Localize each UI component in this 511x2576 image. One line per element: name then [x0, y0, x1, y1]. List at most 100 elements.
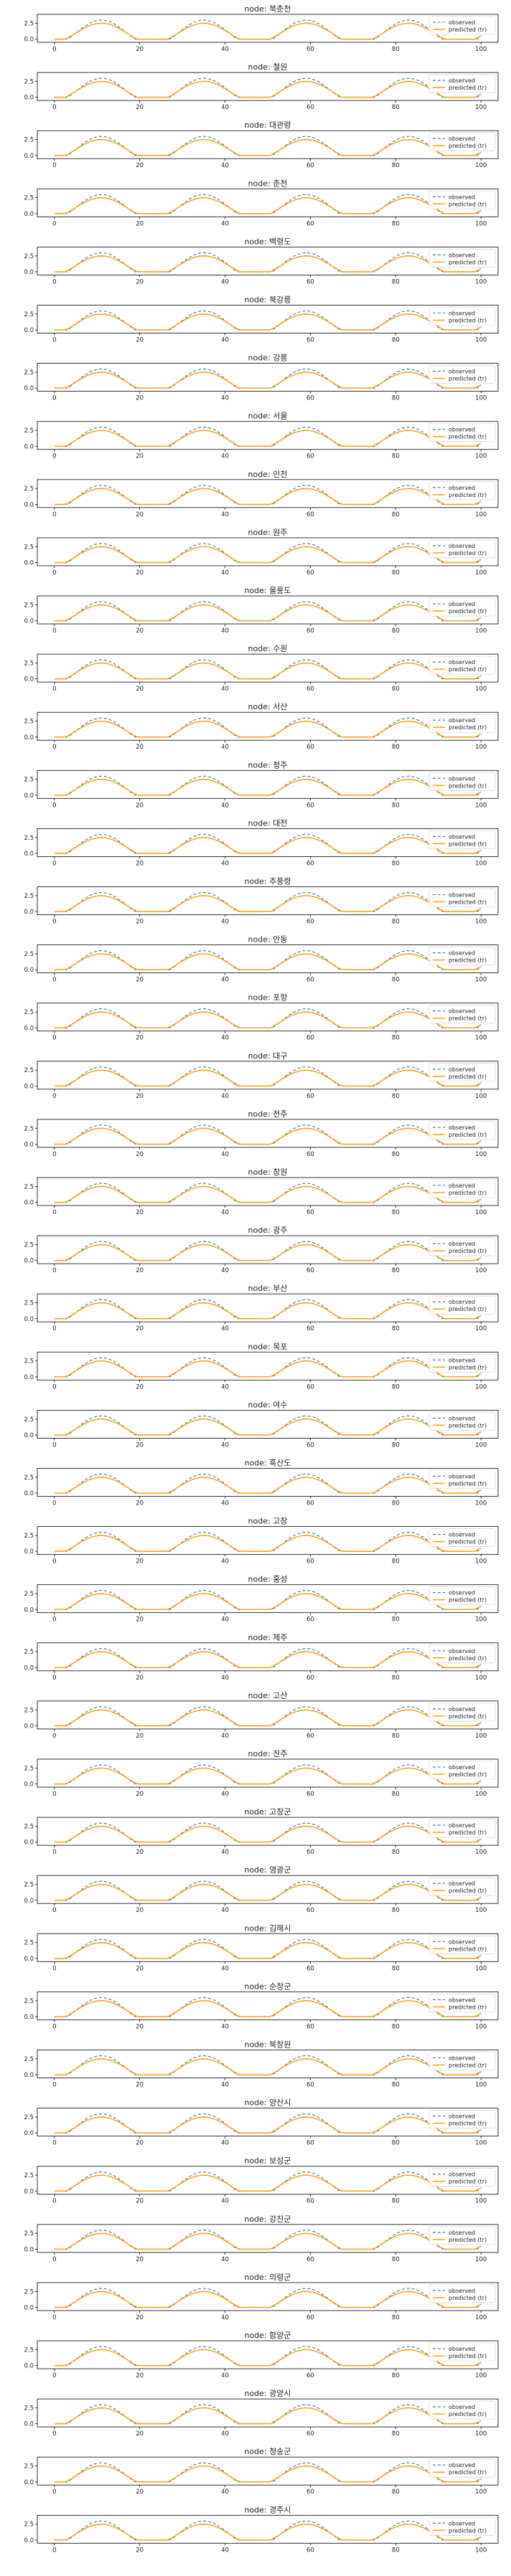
- series-predicted-line: [54, 1302, 482, 1320]
- legend-label-observed: observed: [449, 1880, 475, 1887]
- x-tick-label: 80: [392, 628, 400, 635]
- x-tick-label: 20: [136, 1907, 144, 1914]
- x-tick-label: 80: [392, 2372, 400, 2380]
- series-predicted-line: [54, 371, 482, 389]
- x-tick-label: 0: [52, 1616, 56, 1624]
- y-tick-label: 2.5: [24, 195, 34, 202]
- x-tick-label: 20: [136, 1035, 144, 1042]
- series-predicted-line: [54, 2407, 482, 2425]
- legend-box: [428, 1819, 496, 1838]
- series-predicted-line: [54, 837, 482, 854]
- x-tick-label: 40: [221, 337, 229, 344]
- panel-40: node: 의령군 0 20 40 60 80 100 0.0 2.5 observedpredi…: [24, 2273, 499, 2321]
- x-tick-label: 80: [392, 2023, 400, 2030]
- series-predicted-line: [54, 1127, 482, 1145]
- legend-label-observed: observed: [449, 1822, 475, 1829]
- series-predicted-line: [54, 2116, 482, 2134]
- y-tick-label: 0.0: [24, 385, 34, 392]
- series-observed-line: [54, 833, 482, 854]
- legend-box: [428, 2110, 496, 2128]
- legend-label-predicted: predicted (tr): [449, 1190, 487, 1196]
- x-tick-label: 60: [306, 1558, 314, 1566]
- y-tick-label: 2.5: [24, 719, 34, 726]
- y-tick-label: 2.5: [24, 835, 34, 842]
- y-tick-label: 2.5: [24, 1882, 34, 1889]
- series-observed-line: [54, 1822, 482, 1843]
- legend-label-observed: observed: [449, 1066, 475, 1073]
- x-tick-label: 20: [136, 2314, 144, 2321]
- x-tick-label: 80: [392, 1151, 400, 1158]
- legend-label-observed: observed: [449, 2346, 475, 2352]
- panel-34: node: 김해시 0 20 40 60 80 100 0.0 2.5 observedpredi…: [24, 1923, 499, 1972]
- legend-label-observed: observed: [449, 833, 475, 840]
- x-tick-label: 20: [136, 2023, 144, 2030]
- y-tick-label: 0.0: [24, 2246, 34, 2253]
- panel-title: node: 부산: [248, 1284, 288, 1293]
- panel-title: node: 김해시: [244, 1923, 291, 1933]
- y-tick-label: 2.5: [24, 2114, 34, 2121]
- legend-box: [428, 1354, 496, 1373]
- x-tick-label: 100: [475, 220, 487, 227]
- legend-label-observed: observed: [449, 1706, 475, 1713]
- series-predicted-line: [54, 488, 482, 506]
- legend-label-observed: observed: [449, 543, 475, 549]
- panel-25: node: 여수 0 20 40 60 80 100 0.0 2.5 observedpredic…: [24, 1400, 499, 1449]
- x-tick-label: 60: [306, 919, 314, 926]
- x-tick-label: 80: [392, 2547, 400, 2554]
- y-tick-label: 2.5: [24, 427, 34, 435]
- legend-label-observed: observed: [449, 1415, 475, 1421]
- series-predicted-line: [54, 138, 482, 156]
- legend-label-predicted: predicted (tr): [449, 1132, 487, 1138]
- x-tick-label: 100: [475, 1035, 487, 1042]
- legend-label-predicted: predicted (tr): [449, 2121, 487, 2127]
- legend-box: [428, 1703, 496, 1722]
- x-tick-label: 40: [221, 1267, 229, 1274]
- axes-frame: [37, 1526, 499, 1555]
- x-tick-label: 20: [136, 220, 144, 227]
- x-tick-label: 100: [475, 2314, 487, 2321]
- x-tick-label: 40: [221, 395, 229, 402]
- x-tick-label: 100: [475, 977, 487, 984]
- panel-title: node: 전주: [248, 1109, 288, 1119]
- panel-title: node: 인천: [248, 469, 288, 479]
- legend-label-observed: observed: [449, 194, 475, 200]
- x-tick-label: 40: [221, 977, 229, 984]
- series-observed-line: [54, 1938, 482, 1959]
- x-tick-label: 60: [306, 802, 314, 809]
- panel-37: node: 양산시 0 20 40 60 80 100 0.0 2.5 observedpredi…: [24, 2098, 499, 2147]
- x-tick-label: 0: [52, 569, 56, 577]
- series-predicted-line: [54, 2349, 482, 2367]
- panel-title: node: 서울: [248, 412, 288, 421]
- legend-box: [428, 2052, 496, 2070]
- x-tick-label: 0: [52, 2372, 56, 2380]
- panel-title: node: 보성군: [244, 2156, 291, 2166]
- x-tick-label: 20: [136, 1151, 144, 1158]
- y-tick-label: 2.5: [24, 1125, 34, 1132]
- x-tick-label: 60: [306, 977, 314, 984]
- legend-box: [428, 1528, 496, 1547]
- x-tick-label: 80: [392, 1500, 400, 1507]
- legend-label-predicted: predicted (tr): [449, 2353, 487, 2359]
- y-tick-label: 0.0: [24, 1258, 34, 1265]
- x-tick-label: 40: [221, 1093, 229, 1100]
- series-observed-line: [54, 485, 482, 505]
- x-tick-label: 40: [221, 2082, 229, 2089]
- x-tick-label: 80: [392, 46, 400, 53]
- x-tick-label: 60: [306, 1500, 314, 1507]
- x-tick-label: 60: [306, 1209, 314, 1216]
- y-tick-label: 0.0: [24, 2014, 34, 2021]
- series-predicted-line: [54, 1069, 482, 1087]
- series-predicted-line: [54, 22, 482, 40]
- x-tick-label: 60: [306, 2430, 314, 2438]
- x-tick-label: 60: [306, 1383, 314, 1391]
- x-tick-label: 40: [221, 744, 229, 751]
- y-tick-label: 2.5: [24, 2230, 34, 2238]
- x-tick-label: 0: [52, 802, 56, 809]
- axes-frame: [37, 246, 499, 275]
- panel-5: node: 백령도 0 20 40 60 80 100 0.0 2.5 observedpredi…: [24, 237, 499, 285]
- legend-label-predicted: predicted (tr): [449, 1713, 487, 1720]
- legend-label-observed: observed: [449, 2520, 475, 2527]
- axes-frame: [37, 1991, 499, 2020]
- series-predicted-line: [54, 2058, 482, 2075]
- x-tick-label: 80: [392, 2314, 400, 2321]
